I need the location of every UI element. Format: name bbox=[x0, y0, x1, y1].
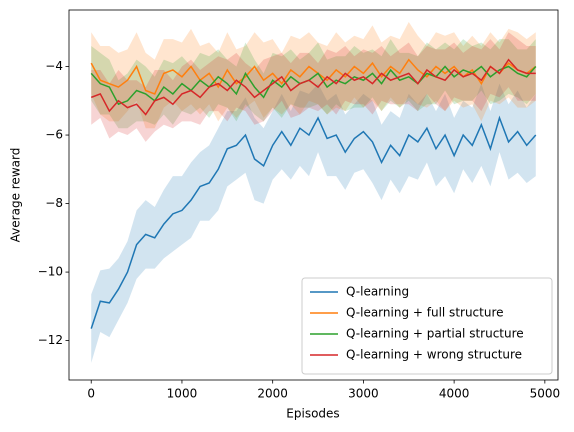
line bbox=[90, 58, 536, 116]
error-band bbox=[91, 32, 536, 142]
y-tick-label: −4 bbox=[45, 59, 63, 73]
x-tick-label: 3000 bbox=[348, 387, 379, 401]
y-tick-label: −10 bbox=[38, 265, 63, 279]
plot-frame bbox=[68, 9, 559, 381]
legend-box bbox=[301, 277, 553, 375]
x-tick-label: 5000 bbox=[530, 387, 561, 401]
line bbox=[90, 65, 537, 106]
y-tick-label: −6 bbox=[45, 128, 63, 142]
legend-label: Q-learning + wrong structure bbox=[346, 348, 522, 362]
y-tick-label: −8 bbox=[45, 196, 63, 210]
legend: Q-learning Q-learning + full structure Q-l… bbox=[301, 277, 553, 375]
x-axis-label: Episodes bbox=[286, 407, 339, 421]
error-band bbox=[91, 83, 536, 363]
y-axis-label: Average reward bbox=[9, 148, 23, 243]
legend-label: Q-learning + partial structure bbox=[346, 327, 524, 341]
legend-label: Q-learning + full structure bbox=[346, 306, 504, 320]
y-tick-label: −12 bbox=[38, 333, 63, 347]
x-tick-label: 0 bbox=[87, 387, 95, 401]
x-tick-label: 4000 bbox=[439, 387, 470, 401]
x-tick-label: 1000 bbox=[167, 387, 198, 401]
legend-label: Q-learning bbox=[346, 285, 409, 299]
error-band bbox=[91, 21, 536, 129]
x-tick-label: 2000 bbox=[257, 387, 288, 401]
line bbox=[90, 115, 537, 329]
